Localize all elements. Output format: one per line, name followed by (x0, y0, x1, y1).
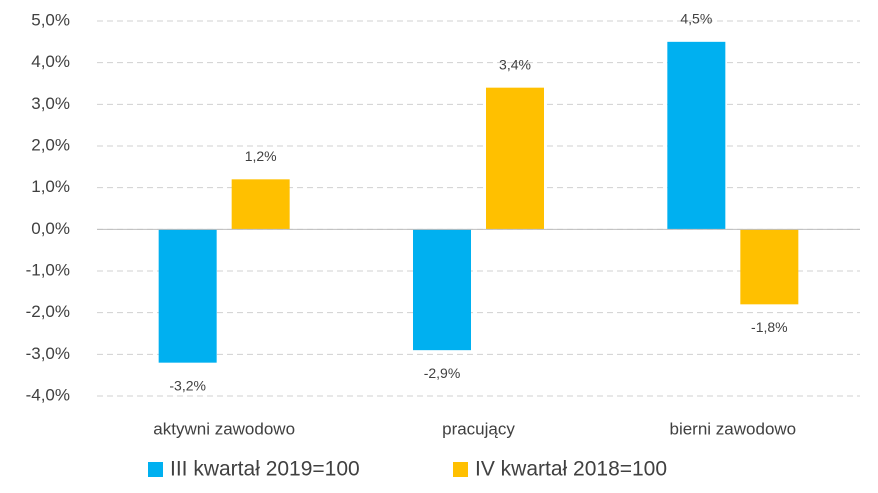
y-tick-label: -4,0% (26, 385, 70, 404)
value-label: -3,2% (169, 377, 206, 393)
bar (740, 229, 799, 305)
y-tick-label: 0,0% (31, 219, 70, 238)
bar (486, 87, 544, 230)
y-tick-label: 2,0% (31, 135, 70, 154)
legend-swatch (453, 462, 468, 477)
y-tick-label: 1,0% (31, 177, 70, 196)
x-tick-label: bierni zawodowo (670, 419, 797, 438)
x-tick-label: pracujący (442, 419, 515, 438)
value-label: 4,5% (680, 11, 712, 27)
y-tick-label: -1,0% (26, 260, 70, 279)
bar (413, 229, 471, 351)
x-tick-label: aktywni zawodowo (153, 419, 295, 438)
y-tick-label: -3,0% (26, 344, 70, 363)
value-label: -2,9% (424, 365, 461, 381)
bar (667, 41, 726, 230)
legend-swatch (148, 462, 163, 477)
y-tick-label: 4,0% (31, 52, 70, 71)
y-tick-label: 3,0% (31, 94, 70, 113)
legend-label: IV kwartał 2018=100 (475, 458, 667, 481)
bar (231, 179, 290, 230)
y-tick-label: 5,0% (31, 10, 70, 29)
value-label: 3,4% (499, 56, 531, 72)
value-label: 1,2% (245, 148, 277, 164)
y-tick-label: -2,0% (26, 302, 70, 321)
bar (158, 229, 217, 363)
legend-label: III kwartał 2019=100 (170, 458, 360, 481)
value-label: -1,8% (751, 319, 788, 335)
